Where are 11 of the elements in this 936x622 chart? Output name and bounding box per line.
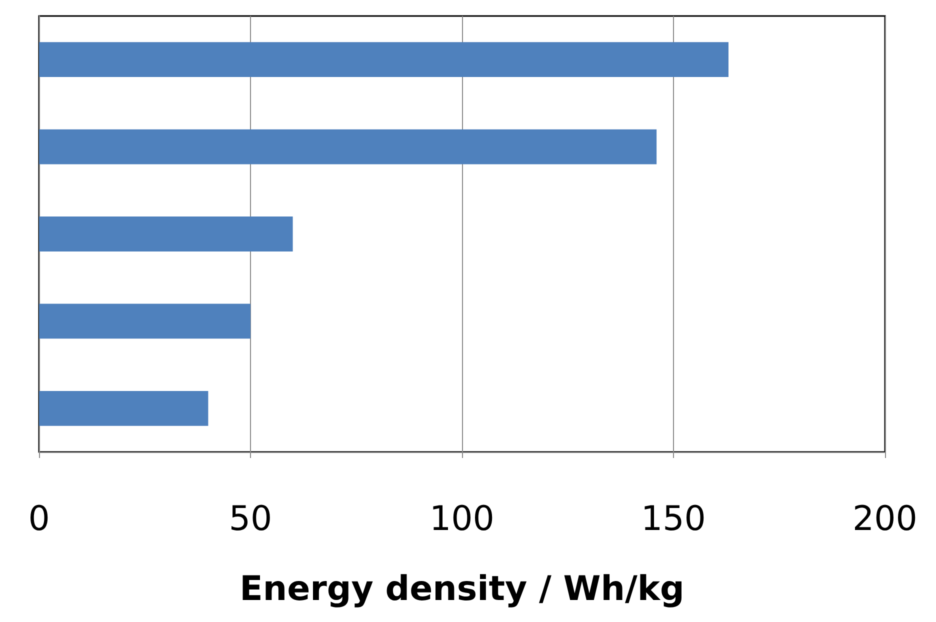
x-tick-label: 200 bbox=[852, 499, 918, 539]
bar bbox=[39, 129, 657, 164]
x-tick-label: 100 bbox=[430, 499, 494, 539]
x-tick-label: 0 bbox=[28, 499, 50, 539]
x-tick-label: 50 bbox=[228, 499, 272, 539]
bar bbox=[39, 42, 728, 78]
bar bbox=[39, 216, 293, 252]
bar bbox=[39, 304, 250, 339]
x-tick-label: 150 bbox=[641, 499, 706, 539]
bar bbox=[39, 390, 208, 426]
x-axis-title: Energy density / Wh/kg bbox=[240, 569, 684, 609]
